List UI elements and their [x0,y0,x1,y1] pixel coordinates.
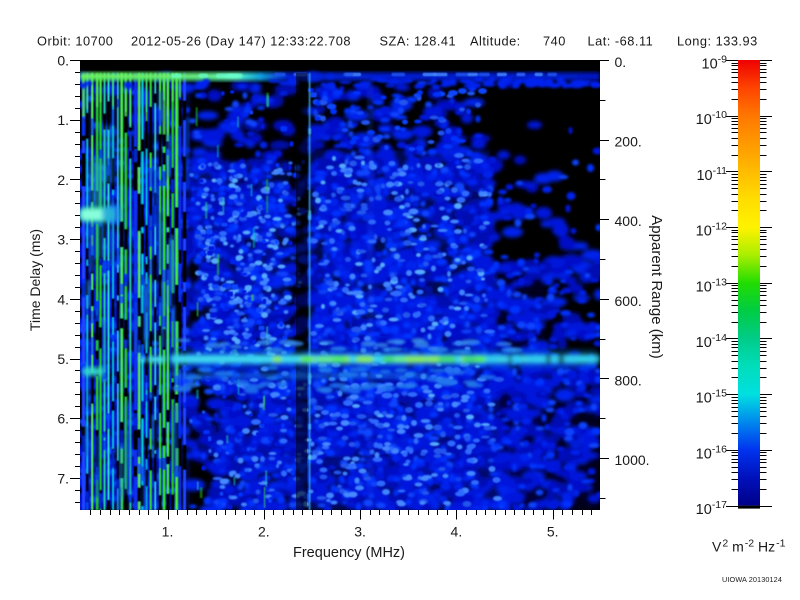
svg-text:Orbit: 10700: Orbit: 10700 [37,34,113,49]
svg-text:SZA: 128.41: SZA: 128.41 [380,34,457,49]
svg-text:Long: 133.93: Long: 133.93 [677,34,758,49]
svg-text:Lat: -68.11: Lat: -68.11 [588,34,654,49]
svg-text:2012-05-26 (Day 147) 12:33:22.: 2012-05-26 (Day 147) 12:33:22.708 [131,34,351,49]
svg-text:740: 740 [543,34,566,49]
svg-text:Altitude:: Altitude: [470,34,521,49]
